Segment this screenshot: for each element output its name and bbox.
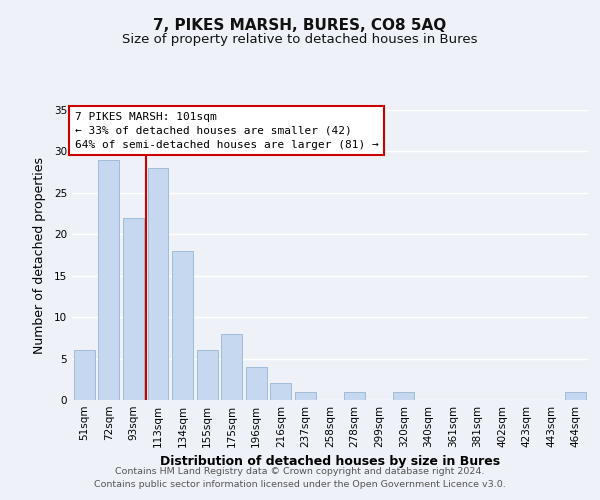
Bar: [565, 392, 586, 400]
Text: Contains HM Land Registry data © Crown copyright and database right 2024.: Contains HM Land Registry data © Crown c…: [115, 467, 485, 476]
Text: 7, PIKES MARSH, BURES, CO8 5AQ: 7, PIKES MARSH, BURES, CO8 5AQ: [154, 18, 446, 32]
Y-axis label: Number of detached properties: Number of detached properties: [32, 156, 46, 354]
Bar: [221, 334, 242, 400]
Bar: [148, 168, 169, 400]
Text: Contains public sector information licensed under the Open Government Licence v3: Contains public sector information licen…: [94, 480, 506, 489]
Text: Size of property relative to detached houses in Bures: Size of property relative to detached ho…: [122, 32, 478, 46]
Bar: [172, 251, 193, 400]
Bar: [271, 384, 292, 400]
Text: 7 PIKES MARSH: 101sqm
← 33% of detached houses are smaller (42)
64% of semi-deta: 7 PIKES MARSH: 101sqm ← 33% of detached …: [75, 112, 379, 150]
Bar: [295, 392, 316, 400]
Bar: [123, 218, 144, 400]
Bar: [197, 350, 218, 400]
Bar: [246, 367, 267, 400]
Bar: [344, 392, 365, 400]
X-axis label: Distribution of detached houses by size in Bures: Distribution of detached houses by size …: [160, 456, 500, 468]
Bar: [393, 392, 414, 400]
Bar: [98, 160, 119, 400]
Bar: [74, 350, 95, 400]
